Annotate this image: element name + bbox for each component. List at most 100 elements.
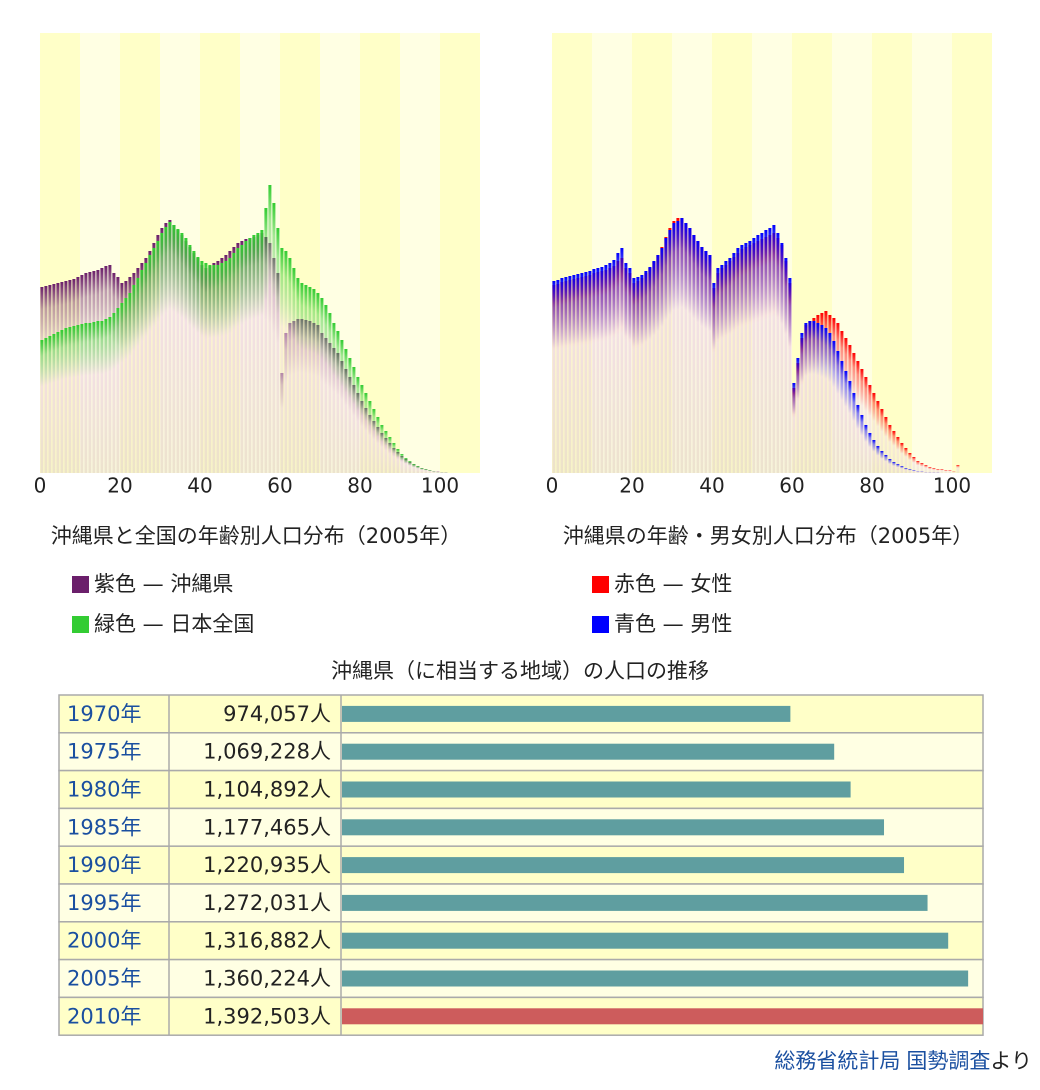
age-bar: [636, 277, 640, 473]
age-bar: [572, 275, 576, 473]
age-bar: [148, 255, 152, 473]
age-bar: [912, 470, 916, 473]
age-bar: [796, 358, 800, 473]
age-bar: [892, 431, 896, 473]
year-label: 1970年: [67, 702, 141, 726]
age-bar: [780, 243, 784, 473]
age-bar: [360, 385, 364, 473]
age-bar: [184, 238, 188, 473]
age-bar: [868, 433, 872, 473]
age-bar: [392, 443, 396, 473]
age-bar: [888, 459, 892, 473]
age-bar: [560, 278, 564, 473]
population-bar: [342, 894, 928, 911]
value-label: 1,316,882人: [203, 929, 331, 953]
population-bar: [342, 819, 885, 836]
age-bar: [784, 258, 788, 473]
age-bar: [820, 325, 824, 473]
age-bar: [116, 308, 120, 473]
age-bar: [868, 385, 872, 473]
x-tick-label: 40: [187, 474, 212, 498]
age-bar: [896, 437, 900, 473]
age-bar: [840, 361, 844, 473]
age-bar: [916, 471, 920, 473]
age-bar: [44, 338, 48, 473]
age-bar: [420, 468, 424, 473]
age-bar: [832, 341, 836, 473]
value-label: 1,360,224人: [203, 967, 331, 991]
age-bar: [712, 283, 716, 473]
source-link[interactable]: 総務省統計局: [774, 1049, 900, 1073]
age-bar: [256, 233, 260, 473]
age-bar: [168, 222, 172, 473]
age-bar: [180, 233, 184, 473]
value-label: 1,392,503人: [203, 1004, 331, 1028]
year-label: 2005年: [67, 967, 141, 991]
age-bar: [372, 409, 376, 473]
source-link[interactable]: 国勢調査: [906, 1049, 990, 1073]
age-bar: [808, 321, 812, 473]
age-bar: [52, 334, 56, 473]
age-bar: [444, 472, 448, 473]
year-label: 2000年: [67, 929, 141, 953]
age-bar: [812, 321, 816, 473]
age-bar: [192, 251, 196, 473]
age-bar: [920, 471, 924, 473]
age-bar: [396, 449, 400, 473]
age-bar: [124, 298, 128, 473]
age-bar: [936, 469, 940, 473]
age-bar: [688, 228, 692, 473]
x-tick-label: 40: [699, 474, 724, 498]
age-bar: [928, 472, 932, 473]
age-bar: [564, 277, 568, 473]
age-bar: [944, 470, 948, 473]
age-bar: [120, 303, 124, 473]
age-bar: [704, 251, 708, 473]
age-bar: [880, 451, 884, 473]
age-bar: [292, 268, 296, 473]
age-bar: [928, 467, 932, 473]
age-bar: [652, 261, 656, 473]
age-bar: [884, 417, 888, 473]
age-bar: [936, 472, 940, 473]
age-bar: [276, 228, 280, 473]
year-label: 2010年: [67, 1004, 141, 1028]
source-note: 総務省統計局 国勢調査より: [774, 1049, 1032, 1073]
age-bar: [204, 263, 208, 473]
age-bar: [84, 323, 88, 473]
age-bar: [724, 261, 728, 473]
age-bar: [740, 245, 744, 473]
age-bar: [388, 437, 392, 473]
age-bar: [216, 265, 220, 473]
age-bar: [556, 280, 560, 473]
age-bar: [220, 263, 224, 473]
age-bar: [904, 468, 908, 473]
age-bar: [356, 377, 360, 473]
age-bar: [68, 327, 72, 473]
age-bar: [700, 247, 704, 473]
population-bar: [342, 970, 969, 987]
age-bar: [156, 241, 160, 473]
age-bar: [208, 265, 212, 473]
age-bar: [288, 258, 292, 473]
age-bar: [800, 333, 804, 473]
age-bar: [956, 465, 960, 473]
band-stripe: [440, 33, 480, 473]
age-bar: [604, 265, 608, 473]
age-bar: [664, 238, 668, 473]
age-bar: [872, 440, 876, 473]
age-bar: [624, 263, 628, 473]
age-bar: [212, 265, 216, 473]
value-label: 1,177,465人: [203, 815, 331, 839]
x-tick-label: 60: [267, 474, 292, 498]
age-bar: [248, 238, 252, 473]
age-bar: [888, 425, 892, 473]
age-bar: [432, 471, 436, 473]
age-bar: [828, 333, 832, 473]
age-bar: [72, 326, 76, 473]
age-bar: [328, 313, 332, 473]
age-bar: [728, 258, 732, 473]
population-bar: [342, 932, 949, 949]
age-bar: [92, 322, 96, 473]
